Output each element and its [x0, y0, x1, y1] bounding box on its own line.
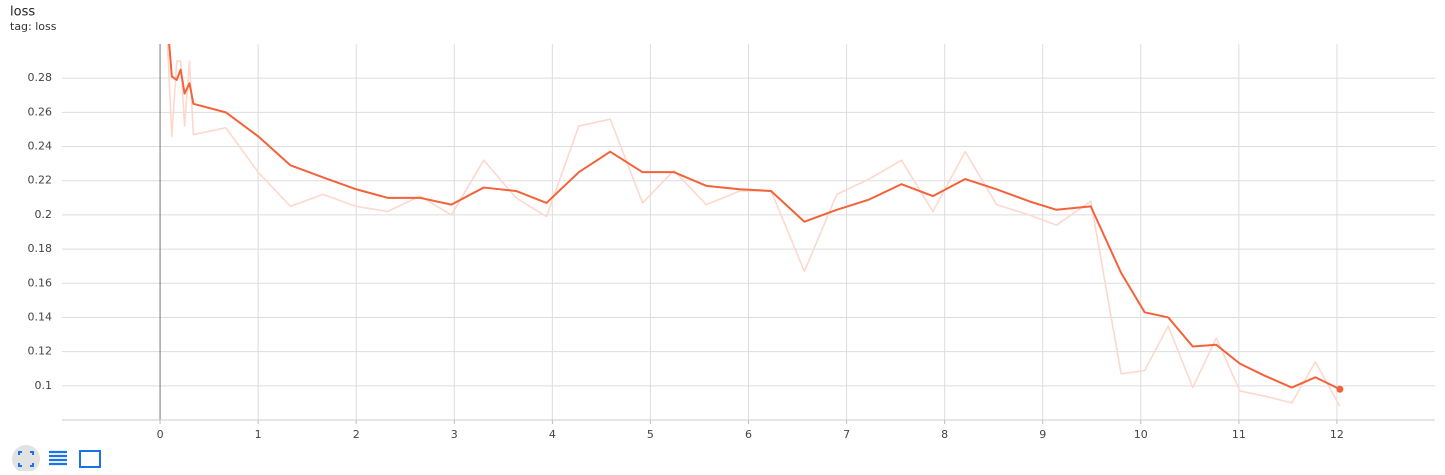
x-tick-label: 1 [255, 428, 262, 441]
x-tick-label: 11 [1232, 428, 1246, 441]
y-tick-label: 0.12 [28, 345, 53, 358]
fit-button[interactable] [79, 450, 101, 468]
x-tick-label: 4 [549, 428, 556, 441]
chart-title: loss [10, 5, 35, 20]
x-tick-label: 6 [745, 428, 752, 441]
toolbar [12, 445, 101, 473]
x-tick-label: 2 [353, 428, 360, 441]
plot-area [166, 44, 1344, 407]
series-line [166, 44, 1341, 407]
x-tick-label: 0 [157, 428, 164, 441]
x-tick-label: 7 [843, 428, 850, 441]
x-tick-label: 8 [941, 428, 948, 441]
fullscreen-button[interactable] [18, 451, 34, 467]
y-tick-label: 0.22 [28, 174, 53, 187]
y-tick-label: 0.2 [35, 208, 53, 221]
last-point [1336, 385, 1344, 393]
x-tick-label: 5 [647, 428, 654, 441]
x-tick-label: 10 [1134, 428, 1148, 441]
series-line [168, 44, 1341, 391]
y-tick-label: 0.14 [28, 310, 53, 323]
y-tick-label: 0.16 [28, 276, 53, 289]
y-tick-label: 0.18 [28, 242, 53, 255]
x-tick-label: 3 [451, 428, 458, 441]
chart-subtitle: tag: loss [10, 20, 57, 33]
y-tick-label: 0.1 [35, 379, 53, 392]
data-button[interactable] [49, 450, 67, 466]
x-tick-label: 12 [1330, 428, 1344, 441]
y-tick-label: 0.24 [28, 140, 53, 153]
x-tick-label: 9 [1039, 428, 1046, 441]
toolbar-bg [12, 445, 40, 473]
y-tick-label: 0.26 [28, 105, 53, 118]
y-tick-label: 0.28 [28, 71, 53, 84]
